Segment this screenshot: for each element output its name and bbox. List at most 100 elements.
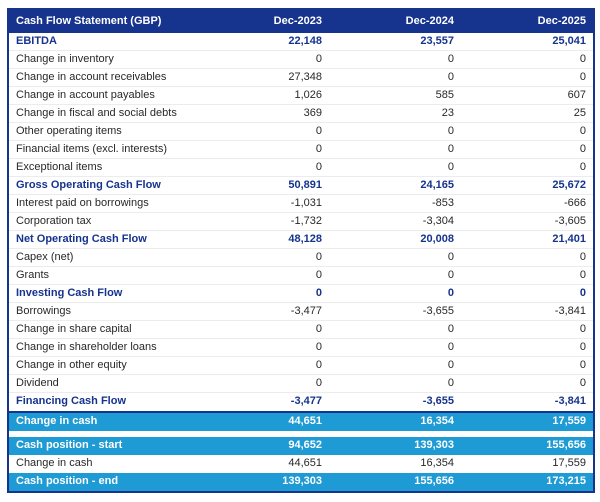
row-label: Change in cash <box>16 458 93 469</box>
row-label: Change in share capital <box>16 323 132 335</box>
row-value: 0 <box>447 323 454 335</box>
row-value: 369 <box>303 107 322 119</box>
row-value: 0 <box>315 377 322 389</box>
table-row: Net Operating Cash Flow 48,128 20,008 21,40… <box>9 230 593 249</box>
row-value: 155,656 <box>414 476 454 487</box>
row-value: 139,303 <box>414 440 454 451</box>
table-row: Cash position - start 94,652 139,303 155,65… <box>9 436 593 455</box>
row-value: 44,651 <box>288 458 322 469</box>
row-value: 1,026 <box>294 89 322 101</box>
row-value: 0 <box>579 341 586 353</box>
row-label: Corporation tax <box>16 215 92 227</box>
row-label: Interest paid on borrowings <box>16 197 149 209</box>
row-label: Net Operating Cash Flow <box>16 233 147 245</box>
row-value: 25,041 <box>552 35 586 47</box>
table-title: Cash Flow Statement (GBP) <box>16 15 162 27</box>
row-label: Change in inventory <box>16 53 114 65</box>
row-value: 48,128 <box>288 233 322 245</box>
row-label: Change in account receivables <box>16 71 167 83</box>
table-row: Corporation tax -1,732 -3,304 -3,605 <box>9 212 593 231</box>
row-value: -3,841 <box>554 396 586 407</box>
row-value: 0 <box>447 287 454 299</box>
table-row: Exceptional items 0 0 0 <box>9 158 593 177</box>
row-value: 17,559 <box>552 416 586 427</box>
row-label: Exceptional items <box>16 161 103 173</box>
row-value: -3,655 <box>422 396 454 407</box>
row-value: 50,891 <box>288 179 322 191</box>
row-value: 0 <box>315 359 322 371</box>
table-row: Change in inventory 0 0 0 <box>9 50 593 69</box>
row-value: 21,401 <box>552 233 586 245</box>
row-label: Other operating items <box>16 125 122 137</box>
row-value: 0 <box>579 287 586 299</box>
row-value: 0 <box>447 377 454 389</box>
row-label: Financing Cash Flow <box>16 396 127 407</box>
row-value: -3,477 <box>290 396 322 407</box>
table-row: Change in share capital 0 0 0 <box>9 320 593 339</box>
row-value: 0 <box>315 287 322 299</box>
table-row: Dividend 0 0 0 <box>9 374 593 393</box>
row-value: 0 <box>315 269 322 281</box>
table-row: Change in other equity 0 0 0 <box>9 356 593 375</box>
row-value: -3,477 <box>290 305 322 317</box>
row-value: 17,559 <box>552 458 586 469</box>
row-value: 0 <box>315 53 322 65</box>
row-label: Dividend <box>16 377 59 389</box>
row-label: Financial items (excl. interests) <box>16 143 167 155</box>
row-value: 0 <box>315 341 322 353</box>
table-header-row: Cash Flow Statement (GBP) Dec-2023 Dec-2… <box>9 10 593 33</box>
row-value: 0 <box>447 143 454 155</box>
row-value: 24,165 <box>420 179 454 191</box>
row-label: Change in account payables <box>16 89 155 101</box>
table-row: Grants 0 0 0 <box>9 266 593 285</box>
table-row: Borrowings -3,477 -3,655 -3,841 <box>9 302 593 321</box>
row-value: 585 <box>435 89 454 101</box>
row-value: 27,348 <box>288 71 322 83</box>
row-value: 0 <box>579 161 586 173</box>
table-row: Interest paid on borrowings -1,031 -853 -66… <box>9 194 593 213</box>
table-row: Investing Cash Flow 0 0 0 <box>9 284 593 303</box>
row-value: 22,148 <box>288 35 322 47</box>
row-value: 0 <box>579 377 586 389</box>
row-value: 0 <box>579 359 586 371</box>
row-value: -3,304 <box>422 215 454 227</box>
row-label: Change in cash <box>16 416 98 427</box>
row-value: 23 <box>441 107 454 119</box>
row-value: 0 <box>315 323 322 335</box>
row-value: -1,732 <box>290 215 322 227</box>
table-row: Financial items (excl. interests) 0 0 0 <box>9 140 593 159</box>
table-row: Change in account receivables 27,348 0 0 <box>9 68 593 87</box>
row-value: 0 <box>447 71 454 83</box>
row-value: 0 <box>315 143 322 155</box>
row-label: EBITDA <box>16 35 57 47</box>
row-value: -853 <box>431 197 454 209</box>
table-row: Change in fiscal and social debts 369 23 25 <box>9 104 593 123</box>
row-label: Cash position - start <box>16 440 123 451</box>
row-value: 94,652 <box>288 440 322 451</box>
row-value: -1,031 <box>290 197 322 209</box>
row-label: Change in fiscal and social debts <box>16 107 177 119</box>
row-label: Gross Operating Cash Flow <box>16 179 161 191</box>
row-value: 20,008 <box>420 233 454 245</box>
table-row: EBITDA 22,148 23,557 25,041 <box>9 32 593 51</box>
row-value: -666 <box>563 197 586 209</box>
column-header-dec-2024: Dec-2024 <box>405 15 454 27</box>
row-label: Cash position - end <box>16 476 119 487</box>
row-value: 0 <box>447 125 454 137</box>
column-header-dec-2025: Dec-2025 <box>537 15 586 27</box>
row-label: Change in other equity <box>16 359 127 371</box>
table-row: Financing Cash Flow -3,477 -3,655 -3,841 <box>9 392 593 411</box>
row-value: 155,656 <box>546 440 586 451</box>
row-value: 0 <box>447 53 454 65</box>
row-value: 0 <box>579 251 586 263</box>
row-value: 0 <box>315 251 322 263</box>
table-row: Capex (net) 0 0 0 <box>9 248 593 267</box>
row-value: -3,841 <box>554 305 586 317</box>
row-value: 16,354 <box>420 458 454 469</box>
row-value: 44,651 <box>288 416 322 427</box>
row-value: 0 <box>447 161 454 173</box>
table-row: Cash position - end 139,303 155,656 173,215 <box>9 472 593 491</box>
row-value: 0 <box>579 125 586 137</box>
row-value: 23,557 <box>420 35 454 47</box>
